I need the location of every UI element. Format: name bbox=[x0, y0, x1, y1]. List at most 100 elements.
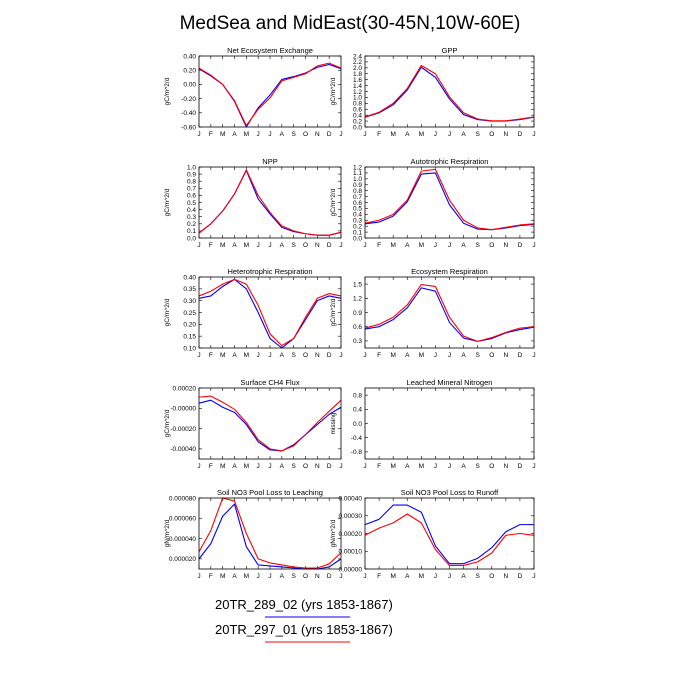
x-tick-label: J bbox=[448, 352, 451, 359]
x-tick-label: D bbox=[518, 242, 523, 249]
x-tick-label: D bbox=[327, 131, 332, 138]
y-tick-label: 0.0 bbox=[353, 421, 362, 428]
x-tick-label: A bbox=[280, 242, 285, 249]
y-tick-label: 0.000080 bbox=[169, 495, 196, 502]
y-tick-label: 0.00000 bbox=[339, 566, 363, 573]
x-tick-label: A bbox=[280, 131, 285, 138]
x-tick-label: O bbox=[489, 242, 494, 249]
x-tick-label: J bbox=[363, 131, 366, 138]
y-tick-label: 0.00030 bbox=[339, 513, 363, 520]
x-tick-label: S bbox=[475, 573, 480, 580]
x-tick-label: J bbox=[257, 352, 260, 359]
y-tick-label: 0.00020 bbox=[339, 531, 363, 538]
y-tick-label: 0.0 bbox=[353, 235, 362, 242]
y-tick-label: 0.6 bbox=[353, 324, 362, 331]
x-tick-label: J bbox=[339, 573, 342, 580]
y-tick-label: 0.2 bbox=[353, 223, 362, 230]
y-tick-label: 0.00040 bbox=[339, 495, 363, 502]
x-tick-label: J bbox=[268, 242, 271, 249]
series-line-2 bbox=[198, 497, 342, 569]
y-tick-label: 0.9 bbox=[353, 182, 362, 189]
y-tick-label: -0.60 bbox=[181, 124, 196, 131]
x-tick-label: S bbox=[475, 131, 480, 138]
series-line-2 bbox=[364, 513, 535, 567]
x-tick-label: M bbox=[419, 352, 424, 359]
x-tick-label: A bbox=[405, 573, 410, 580]
x-tick-label: A bbox=[461, 463, 466, 470]
x-tick-label: N bbox=[315, 242, 320, 249]
y-tick-label: 0.5 bbox=[353, 206, 362, 213]
y-tick-label: 0.40 bbox=[183, 53, 196, 60]
x-tick-label: A bbox=[405, 131, 410, 138]
x-tick-label: J bbox=[448, 463, 451, 470]
x-tick-label: J bbox=[363, 463, 366, 470]
x-tick-label: J bbox=[268, 573, 271, 580]
panel-8: Leached Mineral Nitrogen missing J F M A M J J A S… bbox=[330, 378, 536, 470]
y-tick-label: 1.5 bbox=[353, 281, 362, 288]
y-tick-label: 0.2 bbox=[187, 221, 196, 228]
x-tick-label: M bbox=[419, 463, 424, 470]
y-tick-label: -0.00000 bbox=[170, 406, 196, 413]
x-tick-label: N bbox=[503, 242, 508, 249]
x-tick-label: S bbox=[291, 242, 296, 249]
panel-9: Soil NO3 Pool Loss to Leaching gN/m^2/d J F… bbox=[164, 488, 343, 580]
y-tick-label: -0.00020 bbox=[170, 426, 196, 433]
y-tick-label: 2.0 bbox=[353, 65, 362, 72]
x-tick-label: J bbox=[532, 242, 535, 249]
x-tick-label: A bbox=[405, 463, 410, 470]
x-tick-label: O bbox=[303, 352, 308, 359]
series-line-2 bbox=[364, 284, 535, 342]
x-tick-label: J bbox=[532, 352, 535, 359]
x-tick-label: A bbox=[461, 242, 466, 249]
x-tick-label: A bbox=[280, 463, 285, 470]
panel-title: Leached Mineral Nitrogen bbox=[407, 378, 493, 387]
x-tick-label: J bbox=[339, 242, 342, 249]
x-tick-label: A bbox=[232, 131, 237, 138]
x-tick-label: J bbox=[197, 463, 200, 470]
y-tick-label: 0.3 bbox=[187, 214, 196, 221]
plot-frame bbox=[198, 166, 342, 239]
y-tick-label: 2.4 bbox=[353, 53, 362, 60]
y-axis-label: gC/m^2/d bbox=[330, 188, 337, 216]
x-tick-label: N bbox=[503, 131, 508, 138]
panel-title: Surface CH4 Flux bbox=[240, 378, 299, 387]
y-axis-label: gC/m^2/d bbox=[330, 298, 337, 326]
x-tick-label: F bbox=[209, 573, 213, 580]
x-tick-label: J bbox=[257, 131, 260, 138]
panel-title: Soil NO3 Pool Loss to Leaching bbox=[217, 488, 323, 497]
x-tick-label: J bbox=[434, 242, 437, 249]
y-tick-label: 0.6 bbox=[353, 107, 362, 114]
y-tick-label: -0.8 bbox=[351, 449, 363, 456]
x-tick-label: D bbox=[518, 573, 523, 580]
x-tick-label: J bbox=[532, 131, 535, 138]
y-tick-label: -0.00040 bbox=[170, 446, 196, 453]
x-tick-label: F bbox=[209, 242, 213, 249]
x-tick-label: D bbox=[327, 573, 332, 580]
x-tick-label: M bbox=[390, 573, 395, 580]
x-tick-label: N bbox=[503, 573, 508, 580]
panel-title: Net Ecosystem Exchange bbox=[227, 46, 313, 55]
x-tick-label: J bbox=[448, 131, 451, 138]
panel-title: Heterotrophic Respiration bbox=[227, 267, 312, 276]
x-tick-label: A bbox=[232, 352, 237, 359]
x-tick-label: M bbox=[220, 242, 225, 249]
x-tick-label: A bbox=[232, 573, 237, 580]
series-line-2 bbox=[198, 278, 342, 347]
y-tick-label: -0.20 bbox=[181, 96, 196, 103]
series-line-1 bbox=[198, 278, 342, 349]
series-line-2 bbox=[364, 168, 535, 231]
x-tick-label: J bbox=[434, 131, 437, 138]
y-tick-label: 0.20 bbox=[183, 322, 196, 329]
x-tick-label: J bbox=[363, 242, 366, 249]
x-tick-label: D bbox=[518, 131, 523, 138]
x-tick-label: M bbox=[244, 131, 249, 138]
x-tick-label: N bbox=[503, 352, 508, 359]
y-tick-label: 0.00010 bbox=[339, 549, 363, 556]
y-tick-label: 0.4 bbox=[187, 207, 196, 214]
x-tick-label: A bbox=[232, 463, 237, 470]
x-tick-label: M bbox=[244, 463, 249, 470]
